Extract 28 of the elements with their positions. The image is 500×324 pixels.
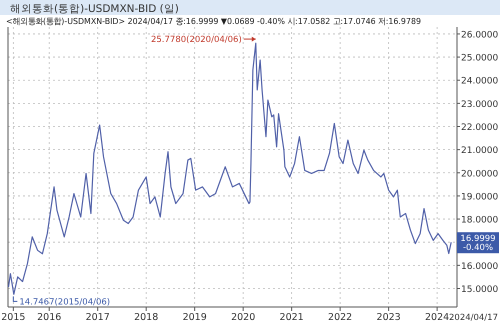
chart-title: 해외통화(통합)-USDMXN-BID (일) — [10, 3, 179, 15]
annotation: 16.9999 -0.40% — [460, 234, 496, 254]
text: <해외통화(통합)-USDMXN-BID> 2024/04/17 종:16.9999 ▼0.0689 -0.40% 시:17.0582 고:17.0746 저:16.9789 — [6, 16, 443, 26]
y-tick-label: 24.0000 — [461, 76, 498, 87]
y-tick-label: 23.0000 — [461, 100, 498, 110]
line-series — [8, 42, 452, 295]
y-tick-label: 25.0000 — [461, 54, 498, 64]
x-tick-label: 2020 — [231, 312, 256, 323]
x-tick-label: 2019 — [182, 312, 207, 323]
x-tick-label: 2023 — [376, 312, 401, 323]
y-tick-label: 16.0000 — [461, 262, 498, 272]
y-tick-label: 22.0000 — [461, 123, 498, 134]
y-tick-label: 19.0000 — [461, 192, 498, 202]
annotation: 14.7467(2015/04/06) — [19, 297, 110, 308]
y-tick-label: 15.0000 — [461, 284, 498, 295]
y-tick-label: 20.0000 — [461, 169, 498, 180]
y-tick-label: 21.0000 — [461, 146, 498, 156]
x-tick-label: 2022 — [328, 312, 352, 323]
y-tick-label: 18.0000 — [461, 216, 498, 226]
annotation: 25.7780(2020/04/06) — [150, 35, 242, 46]
text: 2024/04/17 — [449, 313, 498, 323]
x-tick-label: 2021 — [280, 312, 304, 323]
x-tick-label: 2024 — [425, 312, 450, 323]
x-tick-label: 2018 — [134, 312, 158, 323]
x-tick-label: 2016 — [37, 312, 62, 323]
y-tick-label: 26.0000 — [461, 30, 498, 40]
x-tick-label: 2015 — [1, 312, 26, 323]
x-tick-label: 2017 — [86, 312, 110, 323]
